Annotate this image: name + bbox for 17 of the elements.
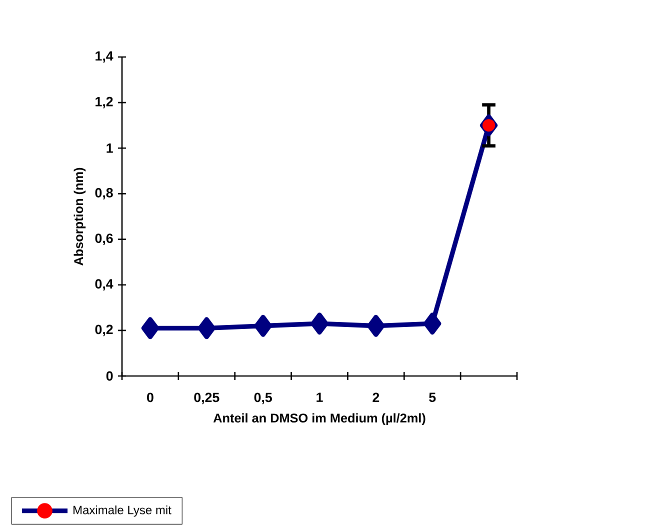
x-tick-label: 1 bbox=[316, 392, 323, 402]
x-tick-label: 0,25 bbox=[194, 392, 220, 404]
x-tick-label: 0,5 bbox=[254, 392, 272, 404]
y-tick-label: 0,8 bbox=[95, 188, 113, 200]
y-tick-label: 1 bbox=[106, 144, 113, 153]
y-tick-label: 0 bbox=[106, 371, 113, 381]
legend-label: Maximale Lyse mit bbox=[74, 505, 172, 517]
y-tick-label: 0,2 bbox=[95, 324, 113, 336]
y-axis-title: Absorption (nm) bbox=[74, 168, 86, 266]
x-axis-title: Anteil an DMSO im Medium (µl/2ml) bbox=[213, 413, 426, 426]
y-tick-label: 1,4 bbox=[96, 51, 114, 63]
y-tick-label: 1,2 bbox=[96, 96, 113, 108]
x-tick-label: 2 bbox=[372, 392, 380, 402]
x-tick-label: 0 bbox=[147, 392, 154, 402]
y-tick-label: 0,4 bbox=[95, 279, 114, 291]
y-tick-label: 0,6 bbox=[95, 234, 113, 245]
x-tick-label: 5 bbox=[429, 392, 436, 402]
